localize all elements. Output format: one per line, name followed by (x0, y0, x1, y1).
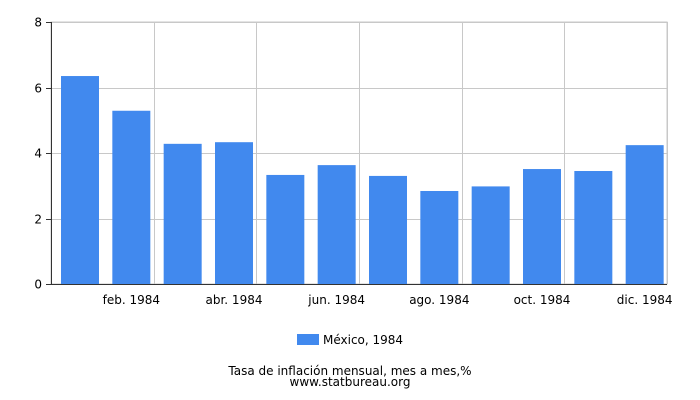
credit-text: www.statbureau.org (290, 375, 411, 389)
bar-jul-1984 (369, 175, 407, 284)
axes (46, 22, 667, 285)
y-tick-label: 8 (34, 16, 42, 30)
x-tick-label: ago. 1984 (409, 293, 469, 307)
legend-label: México, 1984 (323, 333, 403, 347)
bar-mar-1984 (163, 143, 202, 284)
y-tick-label: 6 (34, 82, 42, 96)
y-tick-label: 0 (34, 278, 42, 292)
x-tick-label: oct. 1984 (514, 293, 571, 307)
bar-ene-1984 (61, 76, 99, 284)
y-tick-label: 2 (34, 213, 42, 227)
y-tick-label: 4 (34, 147, 42, 161)
legend: México, 1984 (297, 333, 403, 347)
x-tick-label: feb. 1984 (103, 293, 160, 307)
y-tick-labels: 0 2 4 6 8 (34, 16, 42, 292)
bar-feb-1984 (112, 110, 151, 284)
bar-jun-1984 (317, 165, 356, 284)
x-tick-labels: feb. 1984 abr. 1984 jun. 1984 ago. 1984 oct.… (103, 293, 673, 307)
x-tick-label: jun. 1984 (307, 293, 365, 307)
chart-title: Tasa de inflación mensual, mes a mes,% (227, 364, 471, 378)
bars (61, 76, 664, 284)
bar-may-1984 (266, 174, 305, 284)
bar-ago-1984 (420, 190, 459, 284)
bar-dic-1984 (625, 145, 664, 284)
bar-sep-1984 (471, 186, 510, 284)
bar-nov-1984 (574, 171, 613, 284)
bar-abr-1984 (215, 142, 253, 284)
legend-swatch (297, 334, 319, 345)
x-tick-label: dic. 1984 (617, 293, 673, 307)
x-tick-label: abr. 1984 (206, 293, 263, 307)
bar-oct-1984 (523, 169, 561, 284)
